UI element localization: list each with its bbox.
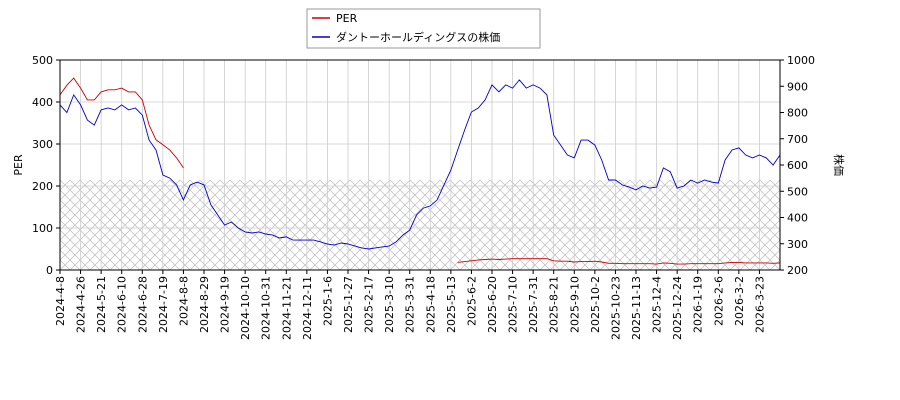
x-tick-label: 2025-10-2 (589, 276, 602, 333)
x-tick-label: 2025-1-6 (321, 276, 334, 326)
x-tick-label: 2025-2-17 (363, 276, 376, 333)
y2-tick-label: 700 (787, 133, 808, 146)
x-tick-label: 2024-11-21 (280, 276, 293, 340)
x-tick-label: 2025-6-2 (465, 276, 478, 326)
x-tick-label: 2026-2-6 (712, 276, 725, 326)
x-tick-label: 2026-3-23 (753, 276, 766, 333)
y2-tick-label: 800 (787, 107, 808, 120)
x-tick-label: 2024-4-8 (54, 276, 67, 326)
x-tick-label: 2025-12-24 (671, 276, 684, 340)
x-tick-label: 2025-8-21 (548, 276, 561, 333)
y2-tick-label: 500 (787, 185, 808, 198)
x-tick-label: 2026-1-19 (692, 276, 705, 333)
y-tick-label: 200 (32, 180, 53, 193)
x-tick-label: 2026-3-2 (733, 276, 746, 326)
x-tick-label: 2025-5-13 (445, 276, 458, 333)
lines (59, 77, 781, 265)
y2-axis-label: 株価 (832, 154, 846, 176)
hatched-band (60, 180, 780, 270)
x-tick-label: 2025-12-4 (651, 276, 664, 333)
legend-box (306, 8, 541, 49)
y-tick-label: 400 (32, 96, 53, 109)
x-tick-label: 2024-8-29 (198, 276, 211, 333)
series-line (59, 77, 781, 265)
x-tick-label: 2025-11-13 (630, 276, 643, 340)
legend-label: ダントーホールディングスの株価 (336, 30, 500, 44)
y-tick-label: 0 (46, 264, 53, 277)
y2-tick-label: 600 (787, 159, 808, 172)
y2-tick-label: 300 (787, 238, 808, 251)
x-tick-label: 2024-9-19 (219, 276, 232, 333)
x-tick-label: 2024-12-11 (301, 276, 314, 340)
x-tick-label: 2024-10-10 (239, 276, 252, 340)
x-tick-label: 2024-6-28 (136, 276, 149, 333)
x-tick-label: 2025-7-31 (527, 276, 540, 333)
x-tick-label: 2025-6-20 (486, 276, 499, 333)
y2-tick-label: 900 (787, 80, 808, 93)
legend-label: PER (336, 12, 358, 25)
x-tick-label: 2025-9-10 (568, 276, 581, 333)
x-tick-label: 2024-4-26 (75, 276, 88, 333)
x-tick-label: 2025-4-18 (424, 276, 437, 333)
x-tick-label: 2025-1-27 (342, 276, 355, 333)
x-tick-label: 2025-3-10 (383, 276, 396, 333)
x-tick-label: 2024-5-21 (95, 276, 108, 333)
x-tick-label: 2024-7-19 (157, 276, 170, 333)
y2-tick-label: 400 (787, 212, 808, 225)
y2-tick-label: 200 (787, 264, 808, 277)
x-tick-label: 2025-10-23 (609, 276, 622, 340)
y-axis-label: PER (12, 154, 25, 176)
y2-tick-label: 1000 (787, 54, 815, 67)
x-tick-label: 2025-7-10 (507, 276, 520, 333)
x-tick-label: 2025-3-31 (404, 276, 417, 333)
grid (59, 59, 780, 271)
y-tick-label: 300 (32, 138, 53, 151)
legend: PER ダントーホールディングスの株価 (306, 8, 541, 49)
x-tick-label: 2024-6-10 (116, 276, 129, 333)
y-tick-label: 500 (32, 54, 53, 67)
x-tick-label: 2024-10-31 (260, 276, 273, 340)
x-tick-label: 2024-8-8 (177, 276, 190, 326)
series-line (59, 79, 781, 250)
y-tick-label: 100 (32, 222, 53, 235)
